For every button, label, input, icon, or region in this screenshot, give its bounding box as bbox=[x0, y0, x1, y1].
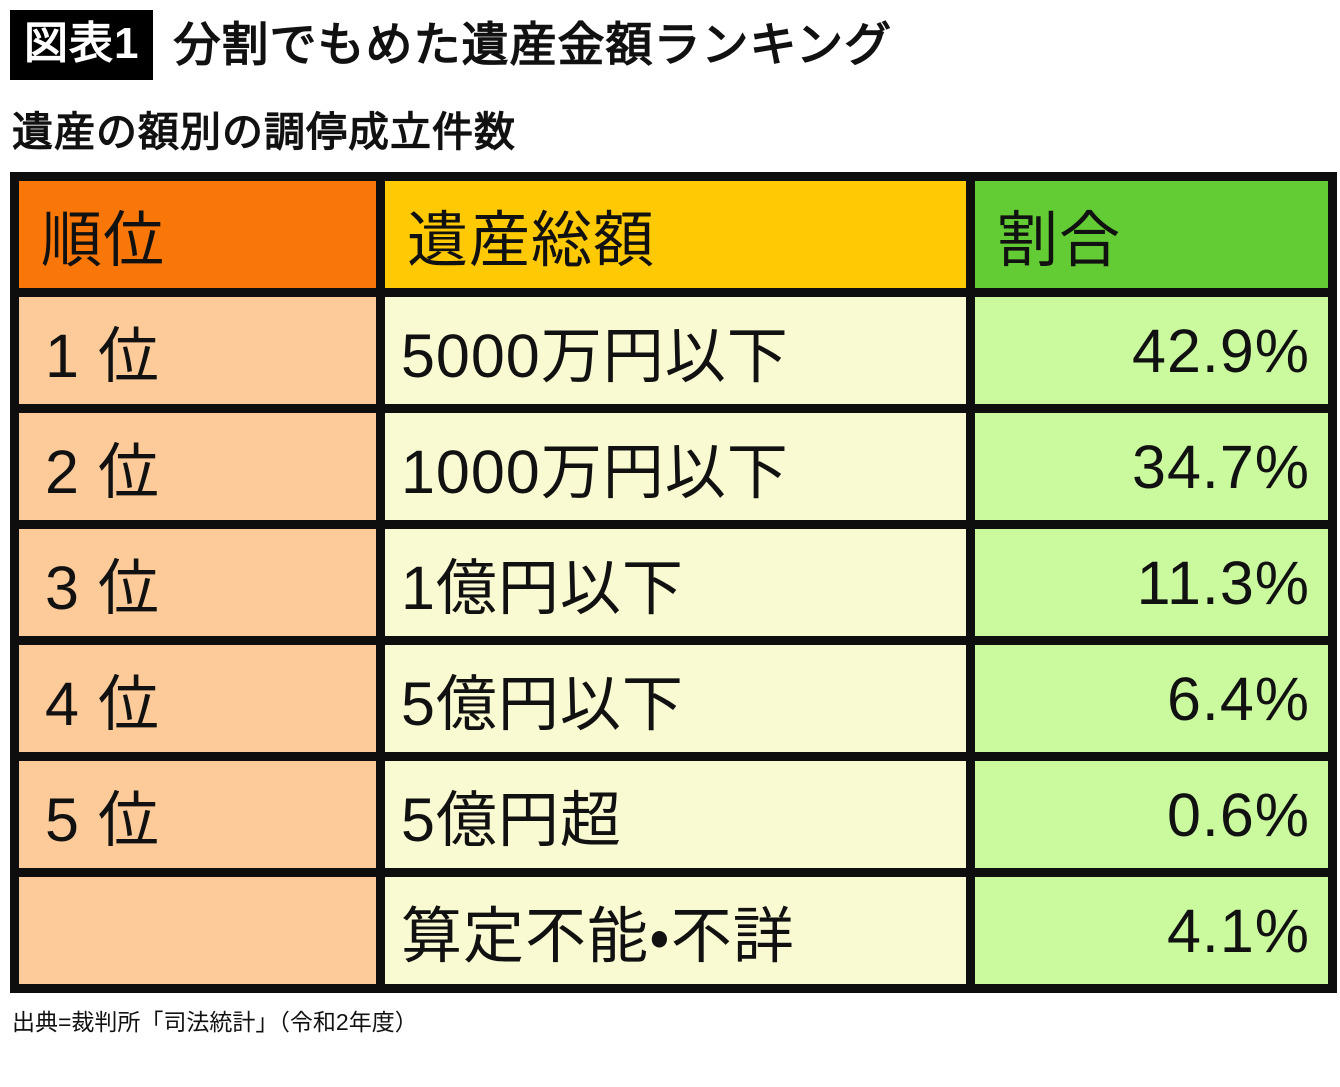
rank-cell: 5 位 bbox=[10, 752, 385, 877]
share-cell: 34.7% bbox=[966, 404, 1337, 529]
column-header-amount: 遺産総額 bbox=[376, 172, 975, 297]
table-row: 3 位 1億円以下 11.3% bbox=[10, 520, 1337, 645]
source-note: 出典=裁判所「司法統計」（令和2年度） bbox=[12, 1009, 418, 1035]
share-cell: 4.1% bbox=[966, 868, 1337, 993]
rank-cell: 4 位 bbox=[10, 636, 385, 761]
amount-cell: 1000万円以下 bbox=[376, 404, 975, 529]
share-cell: 0.6% bbox=[966, 752, 1337, 877]
estate-ranking-table: 順位 遺産総額 割合 1 位 5000万円以下 42.9% 2 位 1000万円… bbox=[10, 172, 1337, 993]
column-header-rank: 順位 bbox=[10, 172, 385, 297]
amount-cell: 1億円以下 bbox=[376, 520, 975, 645]
table-row: 5 位 5億円超 0.6% bbox=[10, 752, 1337, 877]
table-header-row: 順位 遺産総額 割合 bbox=[10, 172, 1337, 297]
rank-cell-empty bbox=[10, 868, 385, 993]
figure-title: 分割でもめた遺産金額ランキング bbox=[173, 18, 893, 72]
share-cell: 6.4% bbox=[966, 636, 1337, 761]
share-cell: 42.9% bbox=[966, 288, 1337, 413]
amount-cell: 5億円以下 bbox=[376, 636, 975, 761]
amount-cell: 算定不能・不詳 bbox=[376, 868, 975, 993]
table-row: 2 位 1000万円以下 34.7% bbox=[10, 404, 1337, 529]
amount-cell: 5000万円以下 bbox=[376, 288, 975, 413]
table-row: 算定不能・不詳 4.1% bbox=[10, 868, 1337, 993]
rank-cell: 3 位 bbox=[10, 520, 385, 645]
table-row: 1 位 5000万円以下 42.9% bbox=[10, 288, 1337, 413]
rank-cell: 2 位 bbox=[10, 404, 385, 529]
figure-header: 図表1 分割でもめた遺産金額ランキング bbox=[10, 10, 1328, 80]
rank-cell: 1 位 bbox=[10, 288, 385, 413]
table-row: 4 位 5億円以下 6.4% bbox=[10, 636, 1337, 761]
figure-tag-badge: 図表1 bbox=[10, 10, 154, 80]
figure-subtitle: 遺産の額別の調停成立件数 bbox=[12, 109, 516, 155]
amount-cell: 5億円超 bbox=[376, 752, 975, 877]
column-header-share: 割合 bbox=[966, 172, 1337, 297]
share-cell: 11.3% bbox=[966, 520, 1337, 645]
